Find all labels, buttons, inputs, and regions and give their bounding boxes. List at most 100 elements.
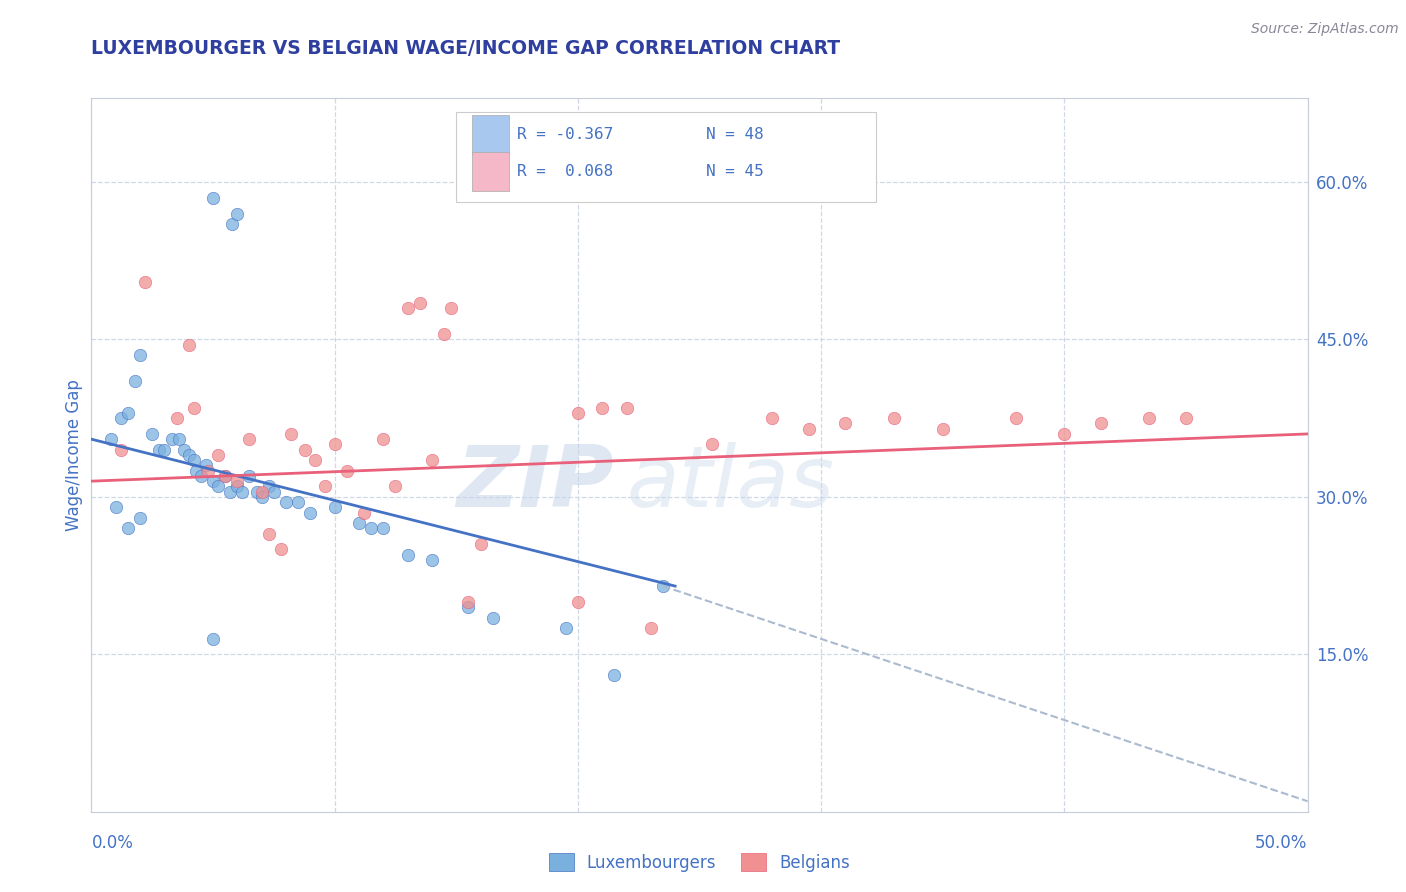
Point <box>202 474 225 488</box>
Point <box>314 479 336 493</box>
FancyBboxPatch shape <box>472 152 509 191</box>
Point <box>167 432 190 446</box>
Point <box>481 610 503 624</box>
Point <box>616 401 638 415</box>
Point <box>287 495 309 509</box>
Point <box>246 484 269 499</box>
Point <box>194 458 217 473</box>
Point <box>591 401 613 415</box>
Point <box>603 668 626 682</box>
Point <box>640 621 662 635</box>
Point <box>567 406 589 420</box>
Point <box>761 411 783 425</box>
Point <box>274 495 297 509</box>
Point <box>134 275 156 289</box>
Point <box>202 632 225 646</box>
FancyBboxPatch shape <box>456 112 876 202</box>
Point <box>280 426 302 441</box>
Point <box>263 484 285 499</box>
Point <box>1175 411 1198 425</box>
Point <box>299 506 322 520</box>
Point <box>433 327 456 342</box>
Point <box>347 516 370 530</box>
Point <box>360 521 382 535</box>
Point <box>104 500 127 515</box>
Point <box>160 432 183 446</box>
Point <box>226 206 249 220</box>
Point <box>238 432 260 446</box>
Point <box>231 484 253 499</box>
Point <box>207 479 229 493</box>
Point <box>129 511 152 525</box>
Point <box>883 411 905 425</box>
Text: R = -0.367: R = -0.367 <box>517 127 613 142</box>
Y-axis label: Wage/Income Gap: Wage/Income Gap <box>65 379 83 531</box>
Point <box>190 469 212 483</box>
Point <box>226 474 249 488</box>
Point <box>183 453 205 467</box>
Point <box>1090 417 1112 431</box>
Point <box>323 437 346 451</box>
Point <box>257 479 280 493</box>
Point <box>797 422 820 436</box>
Text: 50.0%: 50.0% <box>1256 834 1308 852</box>
Point <box>420 453 443 467</box>
Point <box>117 406 139 420</box>
Point <box>457 595 479 609</box>
Point <box>336 464 359 478</box>
Text: Source: ZipAtlas.com: Source: ZipAtlas.com <box>1251 22 1399 37</box>
Text: LUXEMBOURGER VS BELGIAN WAGE/INCOME GAP CORRELATION CHART: LUXEMBOURGER VS BELGIAN WAGE/INCOME GAP … <box>91 39 841 58</box>
Point <box>166 411 188 425</box>
Point <box>1053 426 1076 441</box>
Point <box>219 484 242 499</box>
Point <box>373 521 395 535</box>
Point <box>250 484 273 499</box>
Text: ZIP: ZIP <box>457 442 614 525</box>
Point <box>202 191 225 205</box>
Text: atlas: atlas <box>627 442 835 525</box>
Legend: Luxembourgers, Belgians: Luxembourgers, Belgians <box>541 847 858 879</box>
Point <box>117 521 139 535</box>
Point <box>470 537 492 551</box>
Point <box>250 490 273 504</box>
Point <box>148 442 170 457</box>
Text: 0.0%: 0.0% <box>91 834 134 852</box>
Point <box>184 464 207 478</box>
Point <box>554 621 576 635</box>
Point <box>396 301 419 315</box>
Point <box>214 469 236 483</box>
Text: N = 48: N = 48 <box>706 127 763 142</box>
Point <box>396 548 419 562</box>
Point <box>221 217 243 231</box>
Point <box>110 411 132 425</box>
Point <box>409 295 432 310</box>
Point <box>270 542 292 557</box>
Point <box>1004 411 1026 425</box>
Point <box>177 337 200 351</box>
Text: R =  0.068: R = 0.068 <box>517 164 613 179</box>
Point <box>183 401 205 415</box>
Point <box>373 432 395 446</box>
Point <box>207 448 229 462</box>
Point <box>214 469 236 483</box>
Point <box>141 426 163 441</box>
Point <box>238 469 260 483</box>
FancyBboxPatch shape <box>472 115 509 154</box>
Point <box>700 437 723 451</box>
Point <box>420 553 443 567</box>
Point <box>353 506 375 520</box>
Point <box>304 453 326 467</box>
Point <box>100 432 122 446</box>
Point <box>440 301 463 315</box>
Point <box>1139 411 1161 425</box>
Point <box>177 448 200 462</box>
Point <box>226 479 249 493</box>
Point <box>294 442 316 457</box>
Point <box>129 348 152 362</box>
Point <box>124 375 146 389</box>
Point <box>834 417 856 431</box>
Point <box>173 442 195 457</box>
Point <box>931 422 953 436</box>
Point <box>384 479 406 493</box>
Point <box>652 579 675 593</box>
